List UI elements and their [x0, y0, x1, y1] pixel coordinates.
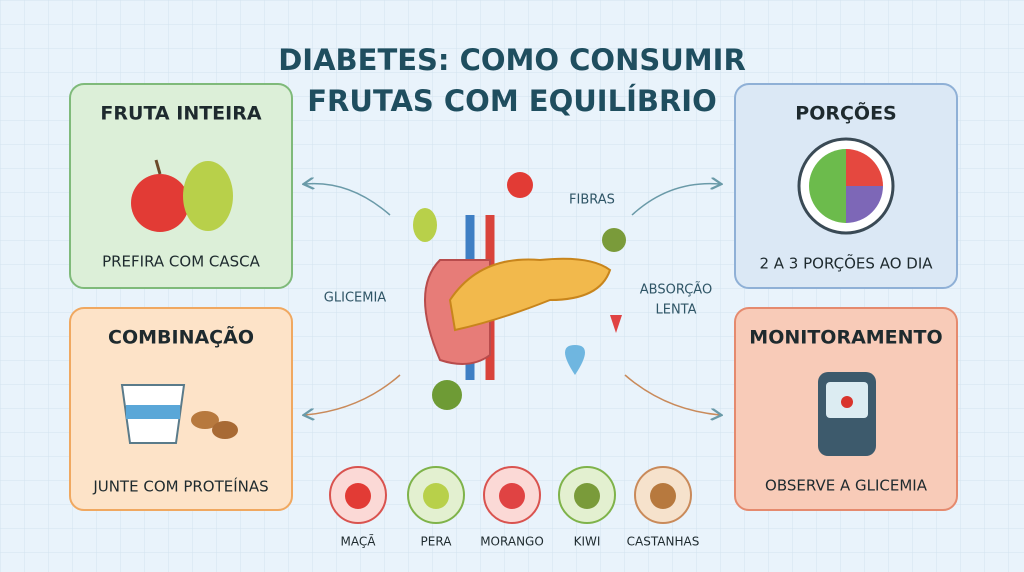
- card-caption: PREFIRA COM CASCA: [102, 253, 261, 271]
- nut-icon: [191, 411, 219, 429]
- fruit-label: PERA: [421, 535, 453, 549]
- center-label: ABSORÇÃO: [640, 282, 712, 298]
- water-drop: [565, 345, 585, 375]
- nut-icon: [212, 421, 238, 439]
- plate-part: [809, 149, 846, 223]
- fruit-label: MAÇÃ: [341, 534, 377, 549]
- arrow: [305, 184, 391, 216]
- title-line: FRUTAS COM EQUILÍBRIO: [307, 84, 716, 118]
- stem: [154, 159, 162, 175]
- fruit-deco: [432, 380, 462, 410]
- fruit-icon: [574, 483, 600, 509]
- fruit-icon: [423, 483, 449, 509]
- fruit-icon: [650, 483, 676, 509]
- arrow: [305, 374, 401, 415]
- plate-part: [846, 186, 883, 223]
- title-line: DIABETES: COMO CONSUMIR: [278, 43, 746, 77]
- fruit-deco: [507, 172, 533, 198]
- pear-icon: [183, 161, 233, 231]
- fruit-deco: [610, 315, 622, 333]
- fruit-label: CASTANHAS: [627, 535, 700, 549]
- arrow: [631, 184, 720, 216]
- card-title: COMBINAÇÃO: [108, 325, 254, 349]
- fruit-deco: [413, 208, 437, 242]
- card-title: MONITORAMENTO: [749, 327, 942, 349]
- fruit-label: KIWI: [574, 535, 601, 549]
- fruit-icon: [499, 483, 525, 509]
- fruit-icon: [345, 483, 371, 509]
- pancreas: [448, 257, 612, 332]
- center-label: LENTA: [655, 303, 696, 318]
- fruit-deco: [602, 228, 626, 252]
- yogurt-label: [126, 405, 180, 419]
- center-label: GLICEMIA: [324, 291, 386, 306]
- fruit-label: MORANGO: [480, 535, 544, 549]
- card-caption: JUNTE COM PROTEÍNAS: [92, 477, 268, 496]
- apple-icon: [131, 174, 189, 232]
- center-label: FIBRAS: [569, 193, 615, 208]
- card-caption: OBSERVE A GLICEMIA: [765, 477, 928, 495]
- arrow: [624, 374, 720, 415]
- card-caption: 2 A 3 PORÇÕES AO DIA: [759, 254, 933, 273]
- blood-drop: [841, 396, 853, 408]
- plate-part: [846, 149, 883, 186]
- card-title: FRUTA INTEIRA: [100, 103, 261, 125]
- card-title: PORÇÕES: [795, 101, 896, 125]
- fruit-row: MAÇÃ PERA MORANGO KIWI CASTANHAS: [329, 466, 700, 549]
